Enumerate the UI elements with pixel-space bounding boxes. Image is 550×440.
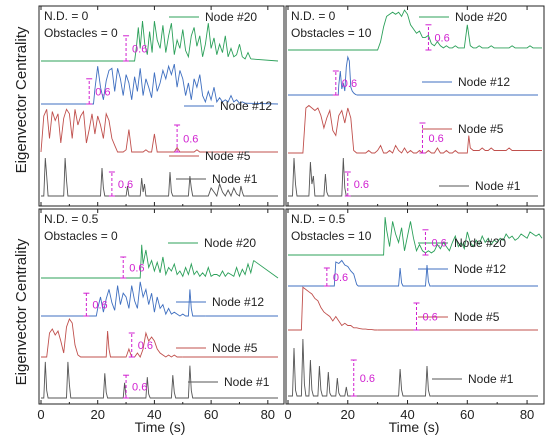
series-line [288, 259, 432, 287]
nd-label: N.D. = 0 [291, 9, 336, 23]
x-tick-label: 0 [37, 407, 44, 422]
obstacles-label: Obstacles = 10 [291, 26, 372, 40]
scale-bar-label: 0.6 [129, 263, 144, 275]
series-line [288, 157, 348, 197]
scale-bar-label: 0.6 [118, 179, 133, 191]
chart-panel: N.D. = 0 Obstacles = 0 Node #20 0.6 Node #12… [38, 5, 285, 207]
series-line [41, 63, 246, 105]
x-tick-label: 20 [90, 407, 104, 422]
legend-label: Node #1 [468, 372, 514, 386]
x-tick-label: 20 [341, 407, 355, 422]
scale-bar-label: 0.6 [132, 382, 147, 394]
y-axis-label-top: Eigenvector Centrality [13, 26, 30, 173]
scale-bar-label: 0.6 [138, 340, 153, 352]
legend-label: Node #1 [475, 179, 521, 193]
x-tick-label: 0 [284, 407, 291, 422]
legend-label: Node #5 [454, 310, 500, 324]
scale-bar-label: 0.6 [92, 300, 107, 312]
chart-panel: N.D. = 0 Obstacles = 10 Node #20 0.6 Node #1… [285, 5, 545, 207]
obstacles-label: Obstacles = 10 [291, 229, 372, 243]
legend-label: Node #5 [205, 149, 251, 163]
chart-panel: 0 20 40 60 80 N.D. = 0.5 Obstacles = 0 Node #20… [37, 208, 285, 422]
x-axis-label-right: Time (s) [389, 419, 440, 435]
series-line [41, 244, 255, 279]
legend-label: Node #20 [455, 10, 507, 24]
legend-label: Node #12 [458, 75, 510, 89]
legend-label: Node #20 [205, 10, 257, 24]
scale-bar-label: 0.6 [95, 86, 110, 98]
scale-bar-label: 0.6 [434, 32, 449, 44]
nd-label: N.D. = 0.5 [44, 212, 99, 226]
series-baseline [253, 260, 279, 279]
y-axis-label-bottom: Eigenvector Centrality [13, 238, 30, 385]
panel-frame [285, 208, 545, 405]
x-tick-label: 80 [261, 407, 275, 422]
series-line [41, 318, 183, 358]
scale-bar-label: 0.6 [422, 312, 437, 324]
series-line [288, 55, 357, 96]
series-line [288, 338, 432, 397]
legend-label: Node #5 [458, 122, 504, 136]
scale-bar-label: 0.6 [132, 43, 147, 55]
legend-label: Node #20 [204, 236, 256, 250]
x-axis-label-left: Time (s) [135, 419, 186, 435]
series-line [41, 281, 206, 317]
x-tick-label: 40 [147, 407, 161, 422]
legend-label: Node #20 [454, 236, 506, 250]
obstacles-label: Obstacles = 0 [44, 26, 118, 40]
series-line [288, 286, 378, 331]
series-line [41, 21, 252, 62]
nd-label: N.D. = 0 [44, 9, 89, 23]
scale-bar-label: 0.6 [183, 134, 198, 146]
scale-bar-label: 0.6 [428, 133, 443, 145]
series-line [288, 104, 542, 154]
obstacles-label: Obstacles = 0 [44, 229, 118, 243]
scale-bar-label: 0.6 [342, 78, 357, 90]
panel-frame [38, 208, 285, 405]
x-tick-label: 60 [204, 407, 218, 422]
legend-label: Node #5 [212, 341, 258, 355]
scale-bar-label: 0.6 [431, 237, 446, 249]
x-tick-label: 80 [520, 407, 534, 422]
nd-label: N.D. = 0.5 [291, 212, 346, 226]
x-tick-label: 60 [460, 407, 474, 422]
series-line [41, 157, 246, 198]
legend-label: Node #1 [224, 375, 270, 389]
panel-frame [38, 5, 285, 207]
series-line [40, 108, 212, 153]
scale-bar-label: 0.6 [360, 373, 375, 385]
scale-bar-label: 0.6 [333, 272, 348, 284]
chart-panel: 0 20 40 60 80 N.D. = 0.5 Obstacles = 10 Node #2… [284, 208, 545, 422]
legend-label: Node #12 [212, 295, 264, 309]
legend-label: Node #1 [212, 172, 258, 186]
panel-frame [285, 5, 545, 207]
series-line [288, 217, 543, 256]
x-tick-label: 40 [400, 407, 414, 422]
series-line [41, 361, 195, 399]
series-line [288, 9, 542, 51]
legend-label: Node #12 [454, 262, 506, 276]
scale-bar-label: 0.6 [354, 179, 369, 191]
series-baseline [245, 102, 279, 105]
legend-label: Node #12 [220, 99, 272, 113]
series-baseline [250, 58, 279, 62]
